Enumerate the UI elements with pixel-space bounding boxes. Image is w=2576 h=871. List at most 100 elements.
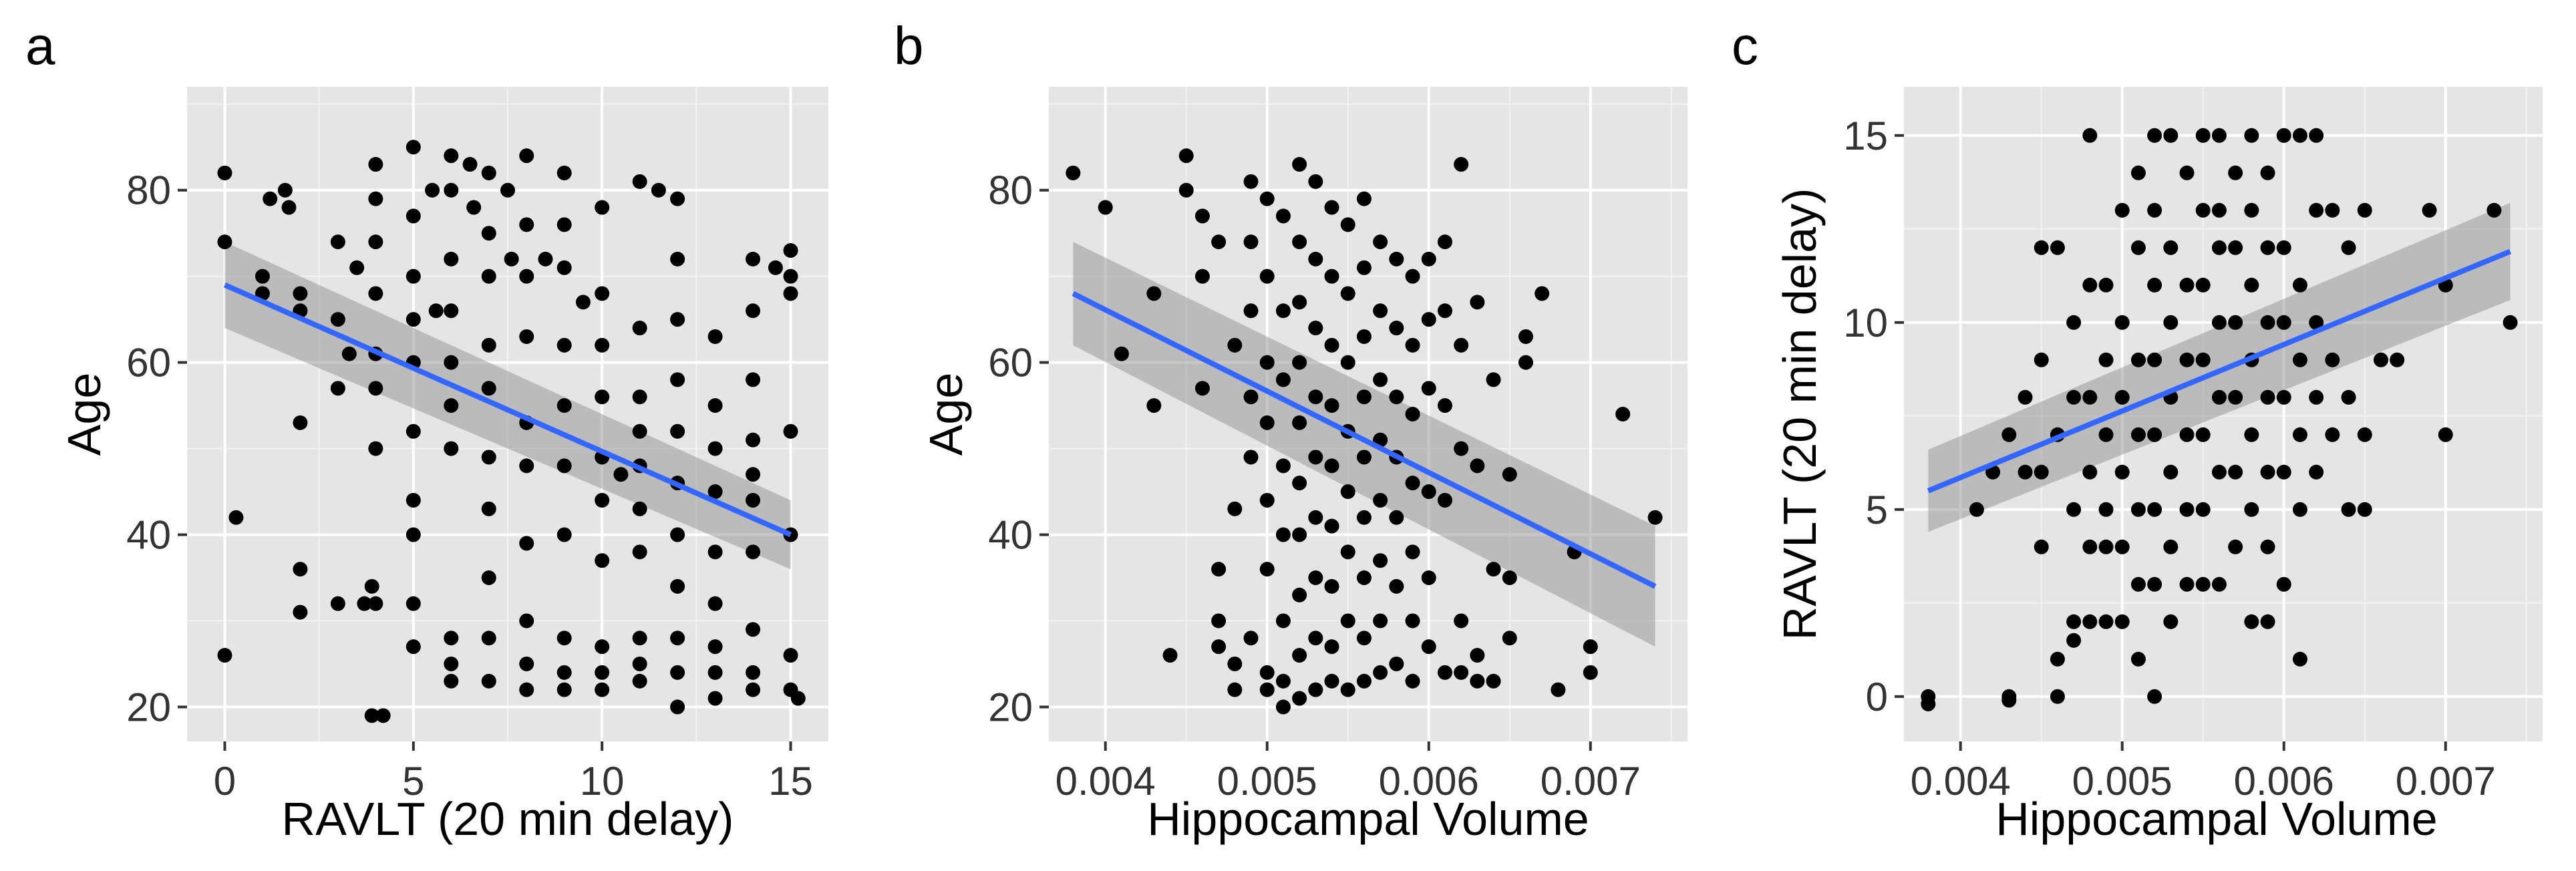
data-point [1454,441,1469,456]
data-point [1211,613,1227,629]
data-point [2082,539,2098,554]
data-point [2082,277,2098,293]
panel-letter-c: c [1732,16,1758,75]
data-point [1340,544,1355,560]
data-point [1243,389,1259,405]
data-point [783,243,798,258]
data-point [746,432,761,448]
data-point [293,415,308,430]
data-point [746,622,761,637]
data-point [1275,673,1291,689]
data-point [1227,337,1243,353]
data-point [444,631,459,646]
data-point [2276,464,2291,480]
data-point [2228,165,2243,180]
data-point [2211,464,2227,480]
data-point [2422,202,2437,218]
data-point [2098,539,2114,554]
y-tick-label: 0 [1866,675,1888,719]
data-point [1405,337,1420,353]
data-point [1340,613,1355,629]
data-point [595,553,610,568]
data-point [2130,427,2146,442]
data-point [481,337,496,353]
data-point [1921,697,1936,711]
y-tick-label: 40 [988,513,1033,558]
y-axis-title-b: Age [920,373,972,456]
data-point [670,423,685,439]
data-point [1324,639,1339,655]
data-point [632,631,647,646]
data-point [406,269,421,284]
data-point [1373,234,1388,250]
data-point [1292,476,1307,491]
data-point [481,226,496,241]
data-point [1227,501,1243,516]
data-point [746,467,761,482]
data-point [444,303,459,319]
data-point [406,208,421,224]
data-point [783,269,798,284]
data-point [632,174,647,189]
data-point [2147,202,2162,218]
data-point [2147,128,2162,143]
data-point [406,140,421,155]
data-point [481,269,496,284]
data-point [519,269,534,284]
data-point [2195,427,2211,442]
data-point [1211,234,1227,250]
data-point [1259,562,1275,577]
data-point [2276,128,2291,143]
data-point [1211,639,1227,655]
data-point [2228,315,2243,330]
data-point [2228,464,2243,480]
x-tick-label: 0 [214,759,236,804]
data-point [330,381,345,396]
data-point [1356,329,1372,344]
data-point [1259,682,1275,697]
data-point [2130,651,2146,667]
data-point [1324,337,1339,353]
data-point [368,381,383,396]
data-point [1292,648,1307,663]
data-point [330,596,345,611]
data-point [2147,352,2162,367]
data-point [1421,251,1436,267]
data-point [1194,208,1210,224]
data-point [1178,182,1194,198]
data-point [349,260,365,275]
data-point [2163,315,2179,330]
data-point [595,286,610,301]
data-point [670,527,685,542]
data-point [1373,613,1388,629]
data-point [2341,389,2356,405]
data-point [1373,372,1388,387]
data-point [2276,240,2291,255]
y-tick-label: 10 [1843,301,1888,345]
data-point [375,708,391,723]
panel-letter-a: a [25,16,55,75]
data-point [1243,450,1259,465]
data-point [428,303,444,319]
data-point [2373,352,2388,367]
data-point [341,346,357,361]
data-point [595,337,610,353]
data-point [2018,389,2033,405]
data-point [1389,578,1404,594]
data-point [2147,689,2162,704]
data-point [1211,562,1227,577]
data-point [1292,295,1307,310]
data-point [368,234,383,250]
data-point [707,596,723,611]
data-point [1308,631,1323,646]
data-point [2098,427,2114,442]
data-point [293,604,308,620]
data-point [368,441,383,456]
x-tick-label: 0.007 [1541,759,1641,804]
x-tick-label: 0.006 [2234,759,2334,804]
data-point [2179,502,2195,517]
data-point [746,544,761,560]
data-point [2179,277,2195,293]
data-point [575,295,591,310]
data-point [2357,502,2372,517]
